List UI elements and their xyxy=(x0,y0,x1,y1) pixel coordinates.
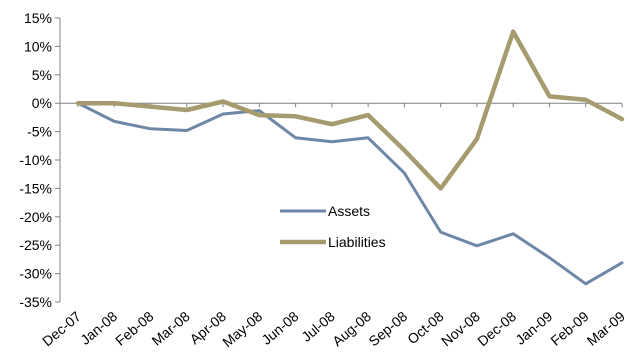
series-line-liabilities xyxy=(75,29,625,191)
y-tick-label: 0% xyxy=(32,95,52,111)
x-tick-label: Jan-09 xyxy=(512,308,555,348)
x-tick-label: Mar-08 xyxy=(148,308,192,349)
x-tick-label: Jan-08 xyxy=(77,308,120,348)
x-tick-label: Feb-09 xyxy=(547,308,591,349)
chart-legend: Assets Liabilities xyxy=(280,203,386,250)
y-tick-label: -5% xyxy=(27,124,52,140)
x-tick-label: May-08 xyxy=(219,308,265,350)
series-line-assets xyxy=(76,101,624,286)
x-tick-label: Feb-08 xyxy=(112,308,156,349)
x-tick-label: Aug-08 xyxy=(329,308,374,349)
x-tick-label: Sep-08 xyxy=(365,308,410,349)
x-tick-label: Dec-07 xyxy=(39,308,84,349)
x-tick-label: Dec-08 xyxy=(474,308,519,349)
y-tick-label: -10% xyxy=(19,152,52,168)
y-tick-label: 5% xyxy=(32,67,52,83)
y-tick-label: -15% xyxy=(19,180,52,196)
y-tick-label: -25% xyxy=(19,237,52,253)
y-tick-label: -20% xyxy=(19,209,52,225)
series-lines xyxy=(75,29,625,286)
legend-label-liabilities: Liabilities xyxy=(328,234,386,250)
y-tick-label: 15% xyxy=(24,10,52,26)
legend-label-assets: Assets xyxy=(328,203,370,219)
chart-axes xyxy=(55,17,623,303)
y-tick-label: -35% xyxy=(19,294,52,310)
y-tick-label: -30% xyxy=(19,266,52,282)
y-tick-labels: 15% 10% 5% 0% -5% -10% -15% -20% -25% -30% -35% xyxy=(19,10,52,310)
x-tick-labels: Dec-07Jan-08Feb-08Mar-08Apr-08May-08Jun-… xyxy=(39,308,627,350)
x-tick-label: Nov-08 xyxy=(438,308,483,349)
x-tick-label: Mar-09 xyxy=(584,308,627,349)
y-tick-label: 10% xyxy=(24,38,52,54)
x-tick-label: Jun-08 xyxy=(258,308,301,348)
